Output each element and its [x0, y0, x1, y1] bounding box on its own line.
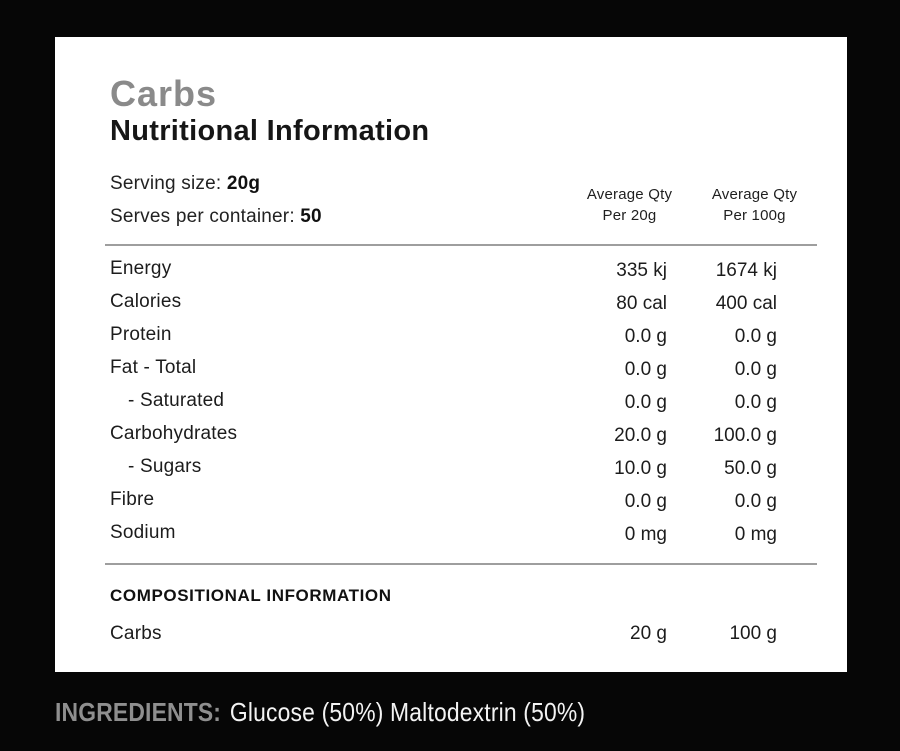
panel-content: Carbs Nutritional Information Serving si… [105, 73, 817, 645]
row-value-per-100: 0.0 g [734, 326, 777, 348]
serving-size-value: 20g [226, 173, 261, 195]
row-label: Protein [110, 323, 172, 345]
row-label: Carbohydrates [110, 422, 238, 444]
panel-title: Nutritional Information [110, 114, 430, 147]
row-value-per-100: 100 g [729, 623, 777, 645]
row-value-per-100: 100.0 g [713, 425, 777, 447]
column-header-per-100: Average Qty Per 100g [692, 184, 817, 229]
serves-per-container-label: Serves per container: [110, 206, 301, 228]
serves-per-container-value: 50 [300, 206, 322, 228]
serving-header: Serving size: 20g Serves per container: … [110, 173, 817, 228]
row-value-per-serve: 0.0 g [624, 326, 667, 348]
row-label: - Sugars [128, 455, 202, 477]
nutrition-table: Energy 335 kj 1674 kj Calories 80 cal 40… [110, 252, 817, 549]
row-value-per-100: 0.0 g [734, 392, 777, 414]
column-header-per-100-line1: Average Qty [711, 185, 798, 203]
table-row-sugars: - Sugars 10.0 g 50.0 g [110, 450, 817, 483]
row-value-per-100: 0.0 g [734, 491, 777, 513]
row-value-per-100: 0.0 g [734, 359, 777, 381]
table-row-energy: Energy 335 kj 1674 kj [110, 252, 817, 285]
serving-info: Serving size: 20g Serves per container: … [110, 173, 567, 228]
serving-size-label: Serving size: [110, 173, 227, 195]
table-row-fat-total: Fat - Total 0.0 g 0.0 g [110, 351, 817, 384]
row-value-per-100: 1674 kj [715, 260, 777, 282]
column-header-per-100-line2: Per 100g [723, 207, 786, 225]
serves-per-container: Serves per container: 50 [110, 206, 567, 228]
row-label: Energy [110, 257, 172, 279]
ingredients-label: INGREDIENTS: [55, 696, 222, 727]
row-value-per-100: 50.0 g [724, 458, 777, 480]
row-label: Carbs [110, 623, 162, 645]
table-row-protein: Protein 0.0 g 0.0 g [110, 318, 817, 351]
table-row-fat-saturated: - Saturated 0.0 g 0.0 g [110, 384, 817, 417]
ingredients-value: Glucose (50%) Maltodextrin (50%) [229, 696, 586, 727]
row-value-per-100: 0 mg [734, 524, 777, 546]
row-label: Fat - Total [110, 356, 197, 378]
column-header-per-serve: Average Qty Per 20g [567, 184, 692, 229]
row-label: - Saturated [128, 389, 225, 411]
ingredients-strip: INGREDIENTS: Glucose (50%) Maltodextrin (… [55, 692, 658, 732]
table-row-carbohydrates: Carbohydrates 20.0 g 100.0 g [110, 417, 817, 450]
divider-top [105, 244, 817, 247]
nutrition-panel: Carbs Nutritional Information Serving si… [55, 37, 847, 672]
compositional-row-carbs: Carbs 20 g 100 g [110, 623, 817, 645]
row-value-per-serve: 20 g [630, 623, 667, 645]
row-value-per-serve: 0.0 g [624, 392, 667, 414]
row-label: Calories [110, 290, 182, 312]
row-value-per-serve: 0.0 g [624, 491, 667, 513]
product-title: Carbs [110, 73, 218, 114]
row-value-per-serve: 0 mg [624, 524, 667, 546]
table-row-calories: Calories 80 cal 400 cal [110, 285, 817, 318]
row-value-per-serve: 80 cal [616, 293, 667, 315]
row-label: Fibre [110, 488, 155, 510]
row-value-per-serve: 20.0 g [614, 425, 667, 447]
row-value-per-serve: 0.0 g [624, 359, 667, 381]
divider-bottom [105, 563, 817, 566]
column-header-per-serve-line1: Average Qty [586, 185, 673, 203]
row-value-per-100: 400 cal [715, 293, 777, 315]
row-value-per-serve: 335 kj [616, 260, 667, 282]
column-header-per-serve-line2: Per 20g [602, 207, 657, 225]
table-row-fibre: Fibre 0.0 g 0.0 g [110, 483, 817, 516]
row-value-per-serve: 10.0 g [614, 458, 667, 480]
table-row-sodium: Sodium 0 mg 0 mg [110, 516, 817, 549]
serving-size: Serving size: 20g [110, 173, 567, 195]
compositional-heading: COMPOSITIONAL INFORMATION [110, 586, 392, 606]
row-label: Sodium [110, 521, 176, 543]
ingredients-line: INGREDIENTS: Glucose (50%) Maltodextrin (… [55, 697, 585, 728]
